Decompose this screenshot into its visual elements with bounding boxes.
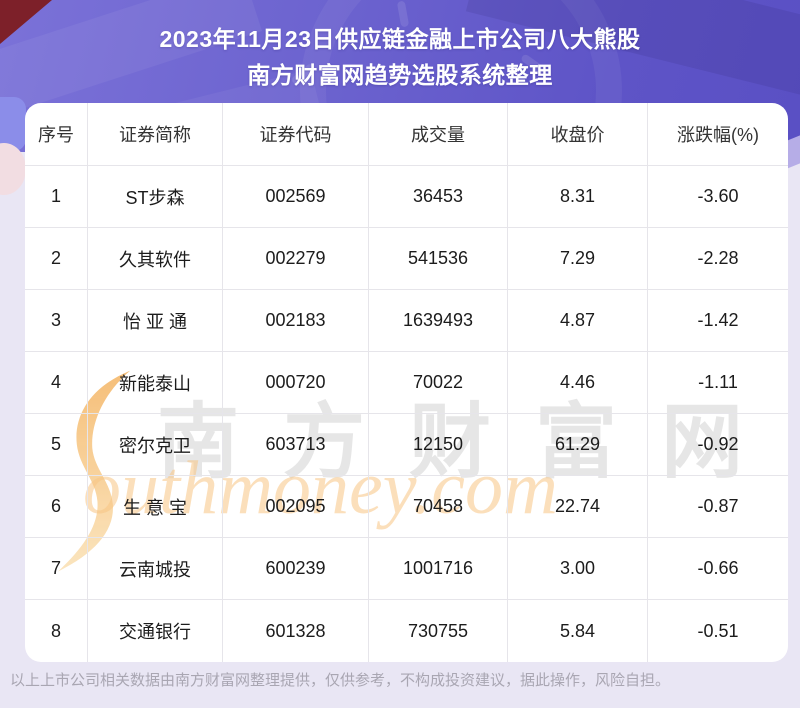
table-cell: 36453 (369, 166, 508, 227)
table-cell: 12150 (369, 414, 508, 475)
table-cell: 4 (25, 352, 88, 413)
table-cell: 70458 (369, 476, 508, 537)
table-cell: 7 (25, 538, 88, 599)
table-cell: 541536 (369, 228, 508, 289)
table-cell: -1.11 (698, 372, 738, 392)
table-cell: -2.28 (697, 248, 739, 268)
table-cell: -0.87 (697, 496, 739, 516)
table-cell: 久其软件 (88, 228, 223, 289)
table-cell: 002279 (223, 228, 369, 289)
table-cell: 8.31 (508, 166, 648, 227)
table-cell: 70022 (369, 352, 508, 413)
table-cell: 600239 (223, 538, 369, 599)
table-cell: 601328 (223, 600, 369, 662)
table-cell: 002095 (223, 476, 369, 537)
table-cell: 1639493 (369, 290, 508, 351)
table-cell: 生 意 宝 (88, 476, 223, 537)
table-cell: ST步森 (88, 166, 223, 227)
table-cell: 3 (25, 290, 88, 351)
table-cell: 730755 (369, 600, 508, 662)
table-cell: -3.60 (697, 186, 739, 206)
table-cell: 2 (25, 228, 88, 289)
page-subtitle: 南方财富网趋势选股系统整理 (247, 62, 553, 89)
table-cell: 6 (25, 476, 88, 537)
table-cell: 8 (25, 600, 88, 662)
table-cell: -0.92 (697, 434, 739, 454)
table-cell: 4.87 (508, 290, 648, 351)
table-row: 2 久其软件 002279 541536 7.29 -2.28 (25, 228, 788, 290)
table-header-row: 序号 证券简称 证券代码 成交量 收盘价 涨跌幅(%) (25, 103, 788, 166)
disclaimer-text: 以上上市公司相关数据由南方财富网整理提供，仅供参考，不构成投资建议，据此操作，风… (10, 672, 671, 689)
stock-table-card: 南方财富网 outhmoney.com 序号 证券简称 证券代码 成交量 收盘价 涨跌幅(… (25, 103, 788, 662)
header-cell: 收盘价 (508, 103, 648, 165)
page-title: 2023年11月23日供应链金融上市公司八大熊股 (159, 26, 641, 52)
table-cell: -0.51 (697, 620, 739, 641)
table-row: 1 ST步森 002569 36453 8.31 -3.60 (25, 166, 788, 228)
table-cell: 新能泰山 (88, 352, 223, 413)
stock-table: 序号 证券简称 证券代码 成交量 收盘价 涨跌幅(%) 1 ST步森 002569 36453 8.… (25, 103, 788, 662)
header-cell: 序号 (25, 103, 88, 165)
table-cell: 002569 (223, 166, 369, 227)
table-row: 8 交通银行 601328 730755 5.84 -0.51 (25, 600, 788, 662)
table-cell: 7.29 (508, 228, 648, 289)
table-cell: 5.84 (508, 600, 648, 662)
table-cell: 3.00 (508, 538, 648, 599)
left-edge-decoration (0, 97, 26, 151)
table-cell: 22.74 (508, 476, 648, 537)
table-cell: 603713 (223, 414, 369, 475)
table-cell: 1001716 (369, 538, 508, 599)
table-row: 7 云南城投 600239 1001716 3.00 -0.66 (25, 538, 788, 600)
table-row: 4 新能泰山 000720 70022 4.46 -1.11 (25, 352, 788, 414)
table-cell: 4.46 (508, 352, 648, 413)
header-cell: 成交量 (369, 103, 508, 165)
table-cell: 61.29 (508, 414, 648, 475)
table-cell: 5 (25, 414, 88, 475)
table-cell: 云南城投 (88, 538, 223, 599)
table-cell: -1.42 (697, 310, 739, 330)
header-cell: 证券代码 (223, 103, 369, 165)
table-cell: 密尔克卫 (88, 414, 223, 475)
table-row: 5 密尔克卫 603713 12150 61.29 -0.92 (25, 414, 788, 476)
table-cell: 002183 (223, 290, 369, 351)
header-cell: 证券简称 (88, 103, 223, 165)
header-cell: 涨跌幅(%) (677, 125, 759, 145)
table-cell: 交通银行 (88, 600, 223, 662)
table-cell: 怡 亚 通 (88, 290, 223, 351)
table-cell: -0.66 (697, 558, 739, 578)
table-cell: 000720 (223, 352, 369, 413)
table-cell: 1 (25, 166, 88, 227)
